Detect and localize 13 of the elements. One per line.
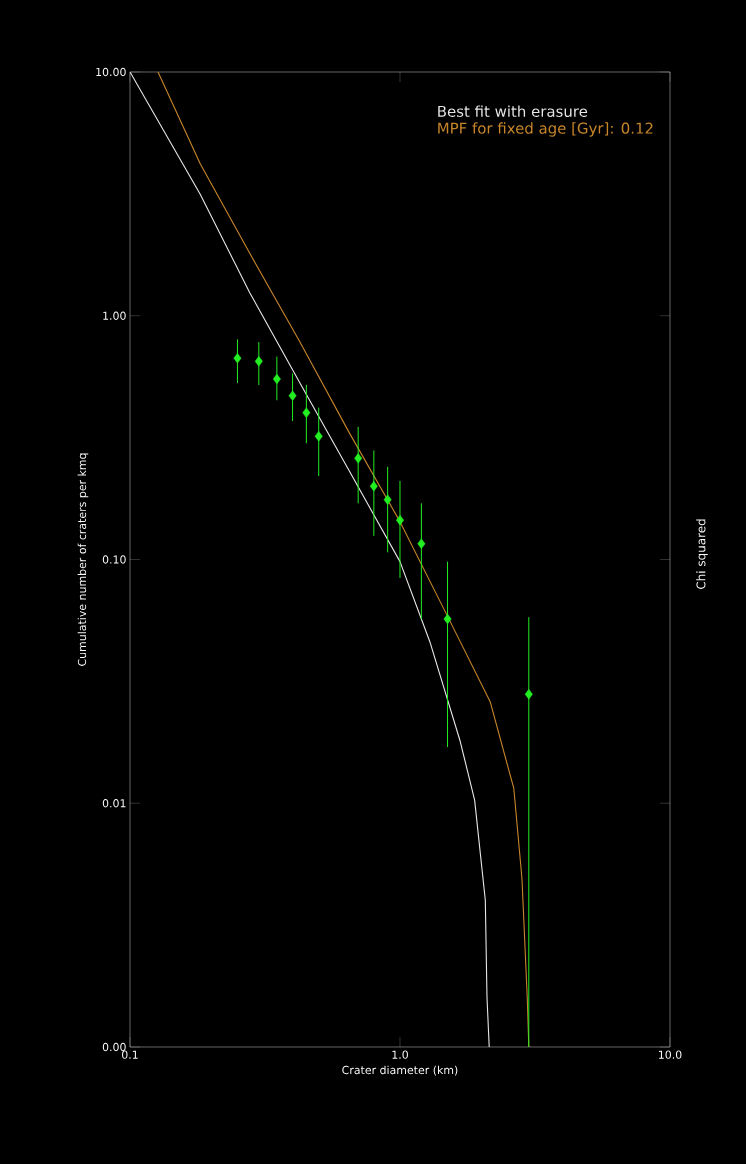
- x-tick-label: 0.1: [122, 1050, 138, 1059]
- x-tick-label: 1.0: [392, 1050, 408, 1059]
- text: Best fit with erasure: [438, 105, 588, 117]
- x-tick-label: 10.0: [659, 1050, 682, 1059]
- y-tick-label: 0.10: [102, 555, 126, 564]
- text: MPF for fixed age [Gyr]: 0.12: [438, 122, 653, 137]
- y-axis-title: Cumulative number of craters per kmq: [77, 453, 89, 666]
- y-tick-label: 0.00: [102, 1042, 126, 1052]
- y-tick-label: 1.00: [103, 311, 126, 320]
- text: Chi squared: [696, 519, 708, 589]
- y-tick-label: 0.01: [102, 799, 126, 808]
- y-tick-label: 10.00: [96, 67, 126, 77]
- x-axis-title: Crater diameter (km): [342, 1065, 458, 1076]
